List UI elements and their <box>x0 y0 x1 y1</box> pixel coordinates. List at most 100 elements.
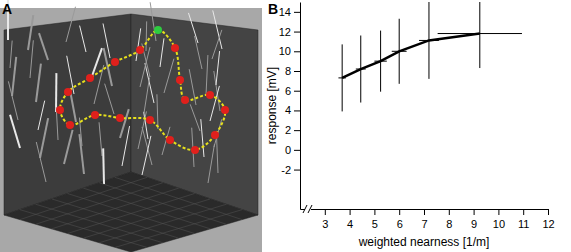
streak <box>201 119 204 157</box>
tick-mark <box>474 209 475 215</box>
panel-a-background <box>0 8 262 252</box>
tick: 5 <box>372 209 378 230</box>
streak <box>64 130 73 164</box>
streak <box>142 136 151 175</box>
tick-label: 8 <box>285 65 291 77</box>
panel-a <box>0 0 262 252</box>
tick-mark <box>350 209 351 215</box>
tick-label: 8 <box>446 218 452 230</box>
tick-mark <box>325 209 326 215</box>
panel-label: B <box>268 1 278 17</box>
tick-label: 4 <box>347 218 353 230</box>
streak <box>212 30 222 59</box>
tick: 8 <box>285 65 300 77</box>
plot-area <box>338 2 522 111</box>
tick-mark <box>294 150 300 151</box>
tick: 3 <box>322 209 328 230</box>
tick-label: -2 <box>281 164 291 176</box>
tick-mark <box>294 32 300 33</box>
x-axis-title: weighted nearness [1/m] <box>358 235 490 249</box>
trajectory-point <box>116 114 124 122</box>
streak <box>39 33 48 60</box>
tick-mark <box>294 170 300 171</box>
trajectory-point <box>66 121 74 129</box>
streak <box>12 57 16 96</box>
streak <box>144 78 150 113</box>
streak <box>195 36 202 69</box>
trajectory-point <box>211 131 219 139</box>
streak <box>188 13 198 43</box>
tick-label: 3 <box>322 218 328 230</box>
streak <box>122 126 130 166</box>
streak <box>206 55 208 95</box>
tick: 6 <box>285 85 300 97</box>
tick: 7 <box>421 209 427 230</box>
tick-label: 5 <box>372 218 378 230</box>
axis-line <box>300 3 301 210</box>
y-error-bar <box>479 2 480 68</box>
floor-line <box>83 188 210 229</box>
streak <box>99 122 102 156</box>
trajectory-point <box>176 76 184 84</box>
trajectory-point <box>171 44 179 52</box>
axis-break-line <box>308 205 312 213</box>
streak <box>10 115 20 148</box>
data-line <box>342 34 480 78</box>
tick: 10 <box>493 209 505 230</box>
tick-label: 4 <box>285 104 291 116</box>
axis-break-line <box>303 205 307 213</box>
tick: 4 <box>347 209 353 230</box>
tick-label: 9 <box>471 218 477 230</box>
trajectory-point <box>191 146 199 154</box>
tick: 9 <box>471 209 477 230</box>
streak <box>217 135 218 173</box>
tick-mark <box>399 209 400 215</box>
trajectory-point <box>181 96 189 104</box>
floor-line <box>115 177 242 219</box>
tick: 11 <box>518 209 529 230</box>
streak <box>55 73 57 112</box>
trajectory-point <box>146 116 154 124</box>
floor-line <box>83 199 210 238</box>
floor-line <box>68 194 195 234</box>
tick-mark <box>424 209 425 215</box>
tick: 4 <box>285 104 300 116</box>
streak <box>216 51 220 85</box>
tick-mark <box>294 51 300 52</box>
streak <box>66 7 75 42</box>
tick-mark <box>374 209 375 215</box>
trajectory-point <box>91 111 99 119</box>
tick-mark <box>294 71 300 72</box>
trajectory-point <box>136 46 144 54</box>
tick-mark <box>523 209 524 215</box>
tick-label: 6 <box>397 218 403 230</box>
tick: 12 <box>279 26 300 38</box>
streak <box>208 144 214 183</box>
y-axis: -202468101214 <box>279 3 301 210</box>
tick-label: 2 <box>285 124 291 136</box>
tick: 10 <box>279 45 300 57</box>
streak <box>94 65 104 104</box>
trajectory-point <box>56 106 64 114</box>
tick-label: 7 <box>421 218 427 230</box>
tick-label: 10 <box>279 45 291 57</box>
tick-mark <box>294 110 300 111</box>
tick: 2 <box>285 124 300 136</box>
streak <box>146 21 148 51</box>
tick-mark <box>294 91 300 92</box>
tick-label: 0 <box>285 144 291 156</box>
trajectory-point <box>111 58 119 66</box>
tick-label: 12 <box>542 218 554 230</box>
streak <box>120 109 129 138</box>
tick-label: 12 <box>279 26 291 38</box>
streak <box>10 41 12 68</box>
tick: -2 <box>281 164 300 176</box>
streak <box>105 84 114 114</box>
floor-line <box>68 194 195 234</box>
trajectory-point <box>206 91 214 99</box>
trajectory <box>60 30 225 150</box>
floor-grid <box>20 177 242 247</box>
streak <box>36 64 41 102</box>
streak <box>190 104 200 131</box>
figure: AB3456789101112-202468101214weighted nea… <box>0 0 571 252</box>
